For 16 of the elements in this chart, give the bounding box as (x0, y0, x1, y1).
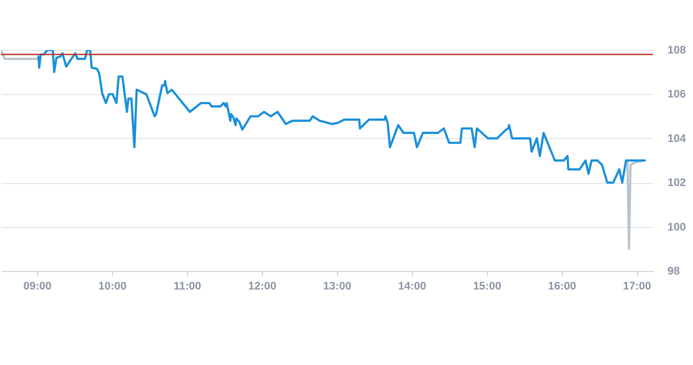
x-tick-label: 09:00 (23, 280, 52, 292)
x-tick-label: 12:00 (248, 280, 276, 292)
x-tick-label: 13:00 (323, 280, 352, 292)
x-tick-label: 10:00 (98, 280, 126, 292)
x-tick-label: 16:00 (548, 280, 576, 292)
x-tick-label: 17:00 (622, 280, 652, 292)
x-tick-label: 11:00 (174, 280, 202, 292)
y-tick-label: 100 (668, 221, 686, 234)
y-tick-label: 108 (668, 44, 686, 56)
y-tick-label: 106 (668, 88, 686, 101)
x-tick-label: 15:00 (473, 280, 502, 292)
y-tick-label: 104 (668, 132, 687, 145)
y-tick-label: 102 (668, 177, 686, 190)
line-series (37, 50, 646, 184)
y-tick-label: 98 (668, 266, 680, 278)
x-tick-label: 14:00 (398, 280, 426, 292)
